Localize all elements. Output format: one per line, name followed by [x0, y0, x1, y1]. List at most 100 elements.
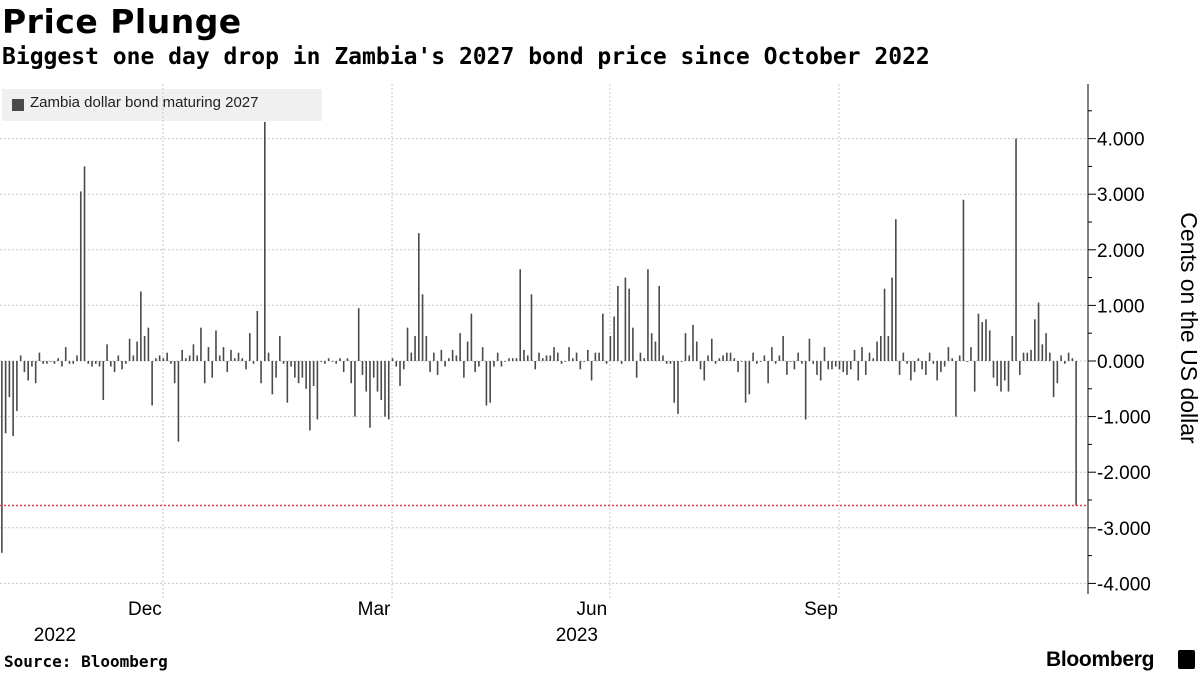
bar: [823, 347, 826, 361]
bar: [279, 335, 281, 361]
bar: [267, 352, 270, 361]
bar: [748, 361, 751, 395]
bar: [583, 361, 585, 362]
bar: [384, 361, 386, 417]
bar: [936, 361, 938, 381]
bar: [1045, 333, 1047, 361]
bar: [102, 361, 105, 400]
bar: [530, 294, 533, 361]
bar: [436, 361, 439, 375]
bar: [177, 361, 180, 442]
bar: [752, 352, 754, 361]
bar: [211, 361, 214, 378]
bar: [155, 358, 157, 361]
bar: [27, 361, 29, 381]
bar: [31, 361, 33, 367]
bar: [992, 361, 995, 378]
bar: [372, 361, 375, 378]
bar: [774, 361, 777, 364]
y-tick-label: 4.000: [1097, 130, 1145, 151]
bar: [572, 358, 574, 361]
bar: [478, 361, 480, 367]
legend-swatch: [12, 99, 24, 111]
bar: [628, 288, 630, 361]
bar: [590, 361, 593, 381]
bar: [444, 361, 446, 367]
bar: [849, 361, 852, 370]
bar: [973, 361, 976, 392]
bar: [448, 358, 450, 361]
bar: [703, 361, 706, 381]
bar: [162, 358, 165, 361]
y-tick-label: -3.000: [1097, 519, 1151, 540]
bar: [793, 361, 796, 370]
bar: [294, 361, 296, 378]
bar: [842, 361, 845, 373]
bar: [846, 361, 848, 375]
bar: [339, 358, 341, 361]
bar: [782, 335, 784, 361]
bar: [286, 361, 289, 403]
bar: [297, 361, 300, 384]
bar: [864, 361, 867, 375]
bar: [61, 361, 63, 367]
bar: [192, 344, 195, 361]
bar: [117, 355, 120, 361]
bar: [23, 361, 26, 373]
bar: [673, 361, 676, 403]
bar: [324, 361, 326, 364]
bar: [564, 361, 567, 362]
bar: [425, 335, 428, 361]
bar: [147, 327, 150, 361]
bar: [868, 352, 871, 361]
bar: [756, 361, 758, 364]
bar: [305, 361, 307, 389]
bar: [264, 121, 266, 361]
bar: [1060, 355, 1062, 361]
bar: [46, 361, 48, 364]
bar: [42, 361, 44, 364]
bar: [834, 361, 837, 367]
bar: [143, 335, 146, 361]
bar: [857, 361, 860, 381]
bar: [827, 361, 830, 370]
bar: [98, 361, 101, 367]
bar: [519, 269, 522, 361]
bar: [632, 327, 634, 361]
bar: [917, 358, 920, 361]
bar: [707, 355, 709, 361]
bar: [320, 361, 322, 362]
bar: [136, 341, 138, 361]
bar: [282, 361, 285, 364]
bar: [158, 355, 161, 361]
bar: [1030, 349, 1032, 361]
bar: [808, 338, 811, 361]
bar: [587, 349, 589, 361]
bar: [1071, 358, 1074, 361]
bar: [643, 358, 645, 361]
bar: [1000, 361, 1002, 392]
bar: [151, 361, 153, 406]
bloomberg-logo: Bloomberg: [1046, 648, 1155, 671]
bar: [410, 352, 413, 361]
bar: [605, 361, 608, 364]
bar: [943, 361, 946, 367]
bar: [207, 347, 210, 361]
bar: [797, 352, 799, 361]
bar: [1075, 361, 1077, 506]
bar: [714, 361, 717, 364]
bar: [106, 344, 108, 361]
bar: [977, 313, 980, 361]
bar: [290, 361, 292, 367]
bar: [8, 361, 11, 398]
bar: [1041, 344, 1044, 361]
x-tick-label: Jun: [577, 599, 608, 620]
bar: [598, 352, 600, 361]
bar: [699, 361, 702, 370]
bar: [91, 361, 93, 367]
bar: [523, 349, 525, 361]
bar: [233, 358, 236, 361]
bar: [16, 361, 18, 412]
bar: [733, 358, 736, 361]
bar: [688, 355, 691, 361]
